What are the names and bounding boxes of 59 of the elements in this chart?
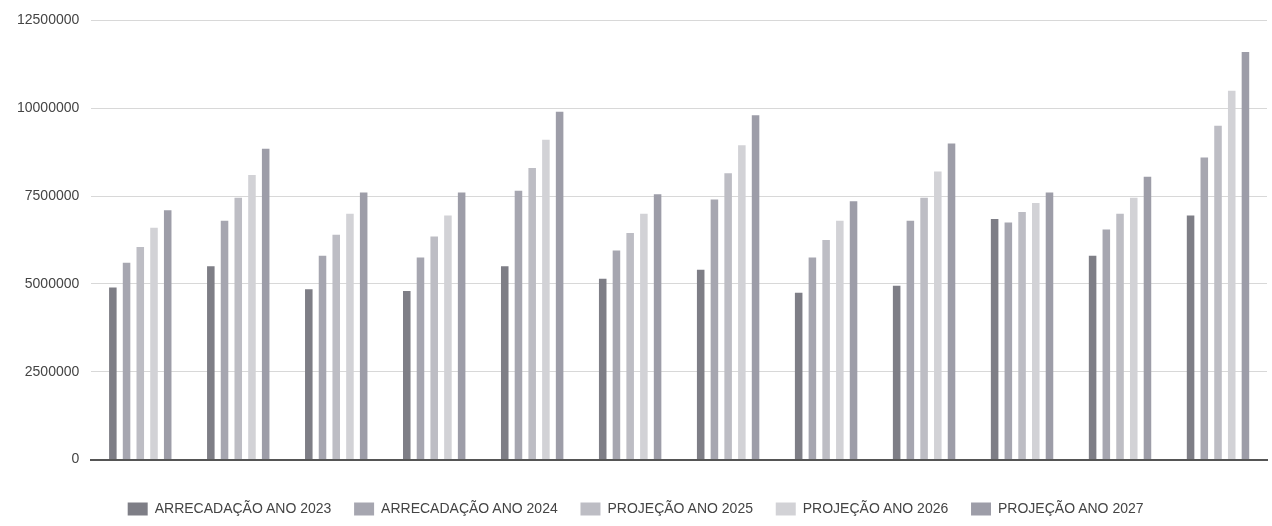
bar: [136, 247, 145, 460]
bar: [1045, 192, 1054, 460]
bar: [696, 269, 705, 460]
bar: [1186, 215, 1195, 460]
bar: [234, 197, 243, 460]
bar: [1004, 222, 1013, 460]
bar: [849, 201, 858, 460]
bar: [163, 210, 172, 460]
bar: [122, 262, 131, 460]
legend-label: ARRECADAÇÃO ANO 2023: [154, 499, 332, 516]
bar: [207, 266, 215, 460]
y-tick-label: 2500000: [24, 362, 80, 379]
bar: [416, 257, 425, 460]
bar: [359, 192, 368, 460]
bar: [109, 287, 117, 460]
bar: [528, 167, 536, 460]
bar: [457, 192, 466, 460]
bar: [1143, 176, 1152, 460]
bar: [514, 190, 523, 460]
bar: [261, 148, 270, 460]
bar: [626, 232, 634, 460]
legend-label: PROJEÇÃO ANO 2026: [802, 499, 949, 516]
legend-label: PROJEÇÃO ANO 2025: [607, 499, 754, 516]
bar: [990, 218, 999, 460]
y-tick-label: 0: [71, 450, 80, 467]
bar: [430, 236, 438, 460]
y-tick-label: 12500000: [16, 11, 80, 28]
bar: [1241, 52, 1250, 460]
bar: [598, 278, 607, 460]
legend-label: ARRECADAÇÃO ANO 2024: [381, 499, 558, 516]
bar: [822, 240, 830, 460]
bar: [500, 266, 509, 460]
bar: [892, 285, 901, 460]
bar: [947, 143, 956, 460]
bar: [794, 292, 803, 460]
bar: [220, 220, 229, 460]
bar: [612, 250, 621, 460]
bar: [653, 194, 662, 460]
y-tick-label: 7500000: [24, 186, 80, 203]
bar: [305, 289, 313, 460]
bar: [808, 257, 817, 460]
bar: [318, 255, 327, 460]
bar: [555, 111, 564, 460]
bar: [920, 197, 928, 460]
bar: [1102, 229, 1111, 460]
y-tick-label: 5000000: [24, 274, 80, 291]
bar: [710, 199, 719, 460]
bar: [1116, 213, 1124, 460]
bar: [332, 234, 340, 460]
bar: [1088, 255, 1097, 460]
bar: [1200, 157, 1209, 460]
bar: [1214, 125, 1222, 460]
legend-label: PROJEÇÃO ANO 2027: [998, 499, 1144, 516]
bar: [906, 220, 915, 460]
bar: [403, 290, 411, 460]
bar: [751, 115, 760, 460]
y-tick-label: 10000000: [16, 99, 80, 116]
bar: [1018, 211, 1026, 460]
bar: [724, 173, 732, 460]
